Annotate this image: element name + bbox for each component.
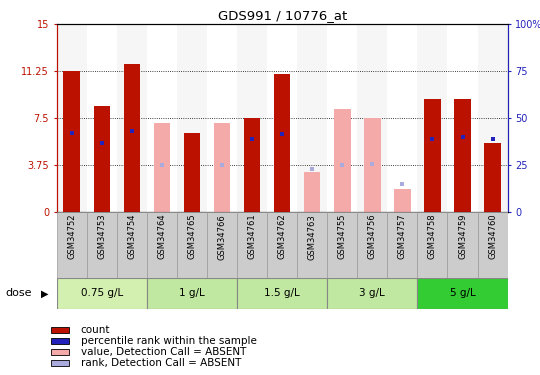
Bar [207,24,237,212]
Text: GSM34752: GSM34752 [67,214,76,260]
Bar [334,110,350,212]
Text: value, Detection Call = ABSENT: value, Detection Call = ABSENT [80,347,246,357]
Bar [117,212,147,278]
Bar [214,123,230,212]
Text: GSM34756: GSM34756 [368,214,377,260]
Bar [207,212,237,278]
Bar [267,24,297,212]
Text: 1 g/L: 1 g/L [179,288,205,298]
Text: GSM34753: GSM34753 [97,214,106,260]
Text: GSM34755: GSM34755 [338,214,347,260]
Bar [237,278,327,309]
Text: GSM34764: GSM34764 [157,214,166,260]
Text: GSM34759: GSM34759 [458,214,467,260]
Bar [327,24,357,212]
Bar [51,327,69,333]
Text: GSM34762: GSM34762 [278,214,287,260]
Bar [477,24,508,212]
Bar [484,143,501,212]
Bar [147,278,237,309]
Text: GSM34761: GSM34761 [247,214,256,260]
Bar [87,24,117,212]
Bar [267,212,297,278]
Bar [93,106,110,212]
Bar [237,212,267,278]
Text: rank, Detection Call = ABSENT: rank, Detection Call = ABSENT [80,358,241,368]
Bar [364,118,381,212]
Bar [448,24,477,212]
Text: GSM34758: GSM34758 [428,214,437,260]
Bar [417,212,448,278]
Text: 5 g/L: 5 g/L [450,288,475,298]
Bar [154,123,170,212]
Bar [177,212,207,278]
Bar [177,24,207,212]
Bar [327,212,357,278]
Text: ▶: ▶ [40,288,48,298]
Bar [297,24,327,212]
Bar [184,133,200,212]
Bar [147,24,177,212]
Bar [274,74,291,212]
Bar [51,349,69,355]
Bar [357,212,387,278]
Bar [244,118,260,212]
Text: GSM34754: GSM34754 [127,214,136,260]
Bar [57,278,147,309]
Text: percentile rank within the sample: percentile rank within the sample [80,336,256,346]
Bar [297,212,327,278]
Text: GSM34765: GSM34765 [187,214,197,260]
Text: GSM34760: GSM34760 [488,214,497,260]
Bar [147,212,177,278]
Bar [394,189,410,212]
Text: GSM34757: GSM34757 [398,214,407,260]
Text: 0.75 g/L: 0.75 g/L [80,288,123,298]
Bar [51,338,69,344]
Bar [417,278,508,309]
Bar [454,99,471,212]
Bar [57,24,87,212]
Bar [87,212,117,278]
Title: GDS991 / 10776_at: GDS991 / 10776_at [218,9,347,22]
Bar [448,212,477,278]
Bar [387,212,417,278]
Bar [117,24,147,212]
Bar [387,24,417,212]
Bar [424,99,441,212]
Bar [124,64,140,212]
Text: count: count [80,325,110,335]
Bar [477,212,508,278]
Text: dose: dose [5,288,32,298]
Bar [304,172,320,212]
Bar [357,24,387,212]
Text: GSM34763: GSM34763 [308,214,316,260]
Bar [417,24,448,212]
Bar [57,212,87,278]
Text: GSM34766: GSM34766 [218,214,227,260]
Text: 1.5 g/L: 1.5 g/L [264,288,300,298]
Text: 3 g/L: 3 g/L [360,288,385,298]
Bar [327,278,417,309]
Bar [64,70,80,212]
Bar [237,24,267,212]
Bar [51,360,69,366]
